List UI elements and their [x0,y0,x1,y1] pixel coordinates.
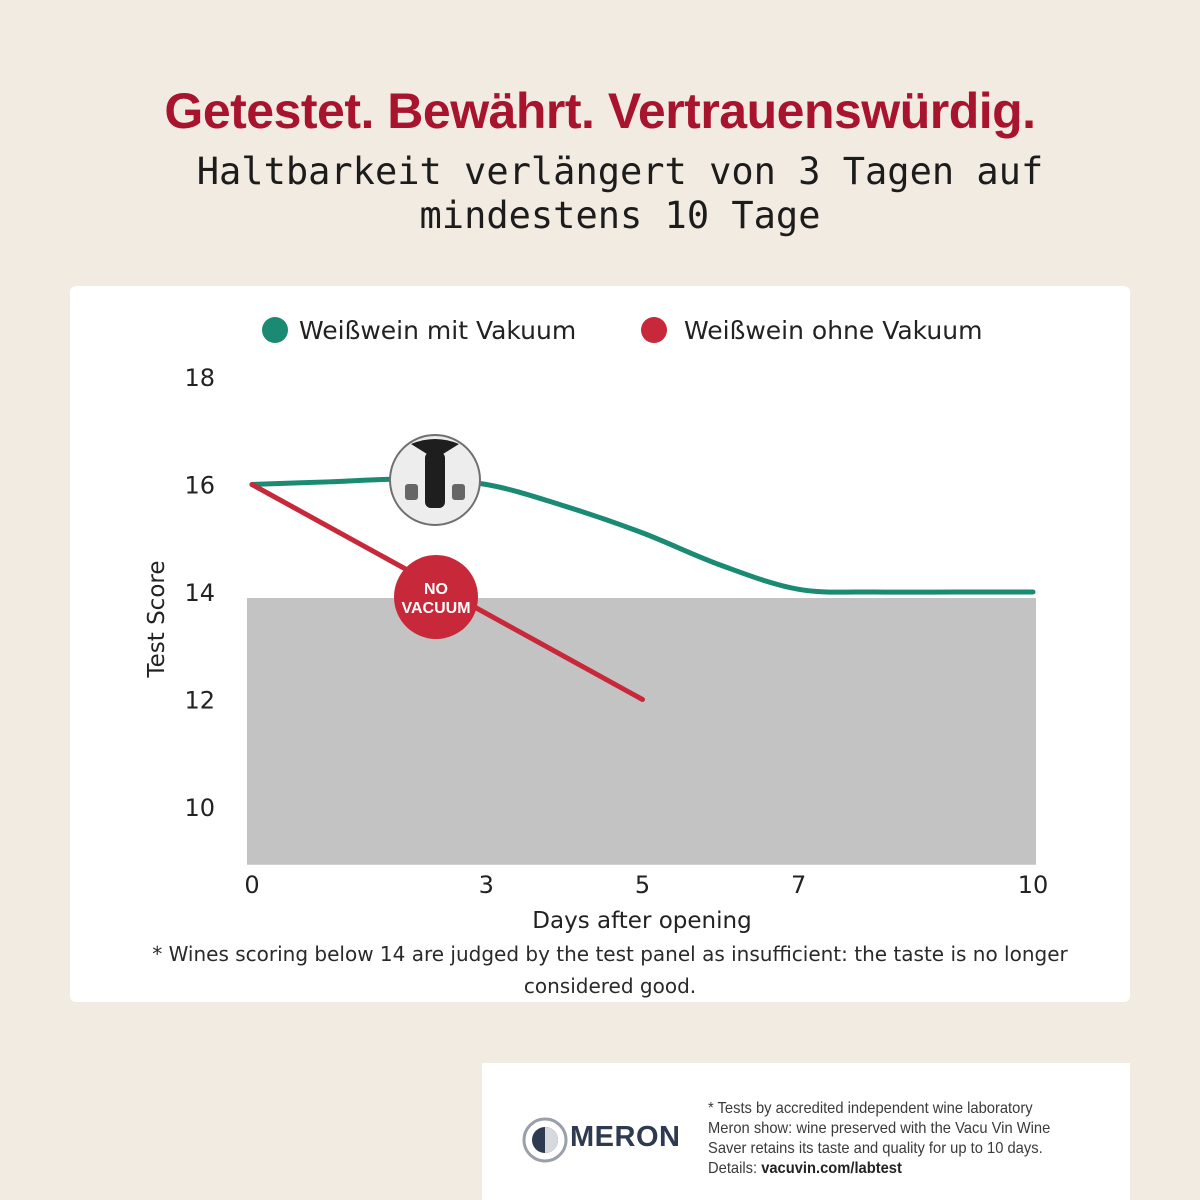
subheadline-line-1: Haltbarkeit verlängert von 3 Tagen auf [196,150,1044,193]
y-tick-label: 18 [184,364,215,392]
y-tick-label: 16 [184,472,215,500]
source-description: * Tests by accredited independent wine l… [708,1100,1051,1177]
no-vacuum-badge [394,555,478,639]
chart-card: 10 12 14 16 18 0 3 5 7 10 Days after opening Test S… [70,286,1130,1002]
meron-name: MERON [570,1121,681,1153]
y-tick-label: 12 [184,687,215,715]
y-axis-label: Test Score [144,560,170,678]
source-link[interactable]: vacuvin.com/labtest [761,1160,902,1177]
insufficient-zone [247,598,1036,865]
meron-logo-icon [522,1117,568,1163]
series-line-1 [249,476,1036,595]
subheadline-line-2: mindestens 10 Tage [419,194,821,237]
legend-label-2: Weißwein ohne Vakuum [684,316,982,345]
x-tick-label: 3 [479,871,494,899]
pump-handle [411,439,459,454]
y-tick-label: 14 [184,579,215,607]
chart-footnote: * Wines scoring below 14 are judged by t… [152,942,1068,998]
source-card: MERON * Tests by accredited independent … [482,1063,1130,1200]
x-tick-label: 10 [1018,871,1049,899]
headline: Getestet. Bewährt. Vertrauenswürdig. [164,83,1036,139]
y-tick-label: 10 [184,794,215,822]
legend-marker-1 [262,317,288,343]
no-vacuum-text-2: VACUUM [401,600,470,617]
x-tick-label: 0 [244,871,259,899]
no-vacuum-text-1: NO [424,581,448,598]
x-tick-label: 5 [635,871,650,899]
stopper-right [452,484,465,500]
line-chart: 10 12 14 16 18 0 3 5 7 10 Days after opening Test S… [144,316,1049,934]
stopper-left [405,484,418,500]
legend-label-1: Weißwein mit Vakuum [299,316,576,345]
x-axis-label: Days after opening [532,908,751,934]
pump-body [425,452,445,508]
legend-marker-2 [641,317,667,343]
x-tick-label: 7 [791,871,806,899]
source-text: * Tests by accredited independent wine l… [708,1099,1076,1179]
subheadline: Haltbarkeit verlängert von 3 Tagen auf m… [120,150,1120,238]
